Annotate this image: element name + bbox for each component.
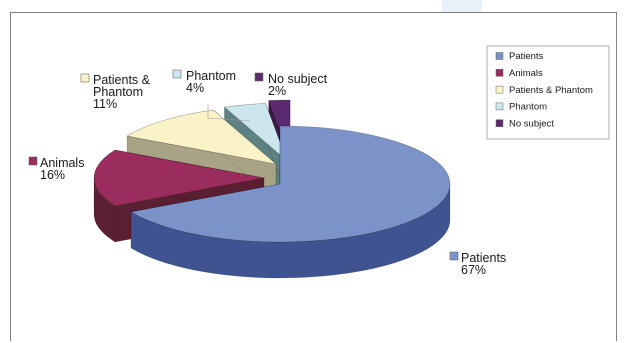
legend-item-animals: Animals	[495, 68, 543, 79]
chart-legend: Patients Animals Patients & Phantom Phantom…	[486, 45, 610, 140]
data-label-pct-patients: 67%	[461, 263, 486, 277]
legend-label-no-subject: No subject	[509, 118, 554, 129]
data-label-pct-no-subject: 2%	[268, 84, 286, 98]
legend-label-patients-and-phantom: Patients & Phantom	[509, 85, 593, 96]
legend-item-phantom: Phantom	[495, 102, 547, 113]
data-label-name-animals: Animals	[40, 156, 84, 170]
data-label-swatch-patients-and-phantom	[80, 73, 90, 83]
data-label-pct-patients-and-phantom: 11%	[93, 97, 117, 111]
slice-patients-outer-wall	[130, 183, 451, 279]
data-label-swatch-no-subject	[254, 72, 264, 82]
slice-patients	[130, 125, 451, 279]
legend-swatch-no-subject	[495, 119, 504, 127]
slice-phantom-top	[223, 103, 288, 162]
data-label-name-patients-and-phantom: Patients &	[93, 73, 151, 87]
legend-label-phantom: Phantom	[509, 102, 547, 113]
slice-patients-top	[130, 125, 451, 243]
data-label-pct-phantom: 4%	[186, 81, 204, 95]
data-label-name-patients: Patients	[461, 251, 506, 265]
journal-watermark	[442, 0, 482, 14]
legend-item-patients-and-phantom: Patients & Phantom	[495, 85, 593, 96]
slice-patients-and-phantom-top	[126, 109, 278, 165]
legend-swatch-phantom	[495, 102, 504, 111]
slice-animals-top	[93, 149, 265, 207]
legend-swatch-patients	[495, 52, 504, 60]
legend-item-no-subject: No subject	[495, 118, 554, 129]
data-label-swatch-patients	[449, 251, 459, 261]
legend-box	[486, 45, 610, 140]
data-label-swatch-phantom	[172, 69, 182, 79]
legend-item-patients: Patients	[495, 51, 544, 62]
legend-swatch-animals	[495, 69, 504, 77]
pie-slices	[93, 99, 451, 279]
data-label-name-patients-and-phantom: Phantom	[93, 85, 143, 99]
legend-label-animals: Animals	[509, 68, 543, 79]
data-label-pct-animals: 16%	[40, 168, 65, 182]
data-label-name-phantom: Phantom	[186, 69, 236, 83]
data-label-swatch-animals	[28, 156, 38, 166]
data-label-name-no-subject: No subject	[268, 72, 328, 86]
legend-label-patients: Patients	[509, 51, 544, 62]
leader-line	[207, 104, 251, 122]
legend-swatch-patients-and-phantom	[495, 85, 504, 94]
